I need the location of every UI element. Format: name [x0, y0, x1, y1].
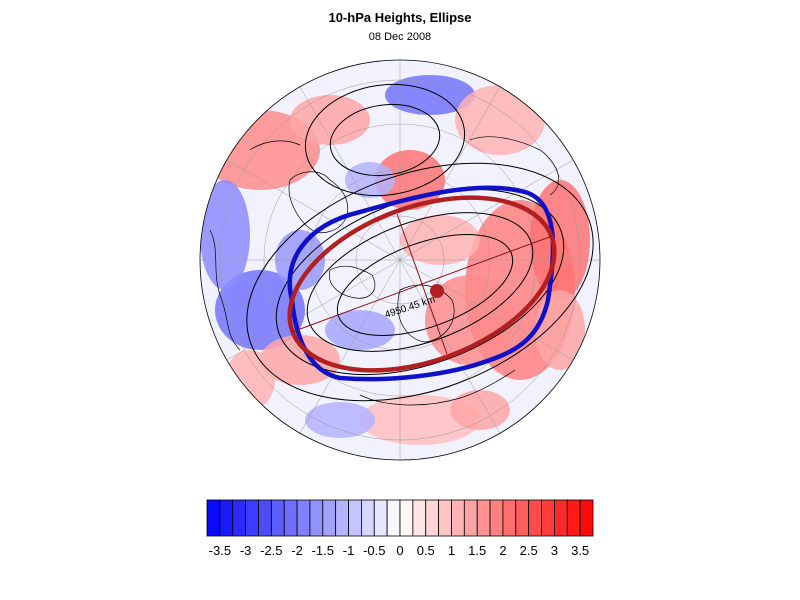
anomaly-patch: [305, 402, 375, 438]
colorbar-tick-label: -2: [291, 543, 303, 558]
anomaly-patch: [260, 335, 340, 385]
polar-map: 4950.45 km: [199, 59, 601, 461]
anomaly-patch: [450, 390, 510, 430]
meridian-line: [399, 259, 574, 361]
colorbar-tick-label: 1: [448, 543, 455, 558]
colorbar-tick-label: 3.5: [571, 543, 589, 558]
meridian-line: [299, 86, 401, 261]
colorbar-bin: [245, 499, 259, 537]
colorbar-tick-label: -1: [343, 543, 355, 558]
colorbar-bin: [232, 499, 247, 537]
colorbar-bin: [425, 499, 440, 537]
meridian-line: [399, 86, 501, 261]
colorbar-bin: [335, 499, 349, 537]
colorbar-bin: [399, 499, 414, 537]
colorbar-bin: [296, 499, 311, 537]
colorbar-bin: [489, 499, 504, 537]
colorbar-bin: [270, 499, 285, 537]
colorbar-tick-label: 1.5: [468, 543, 486, 558]
colorbar-tick-label: 0: [396, 543, 403, 558]
colorbar-tick-label: -2.5: [260, 543, 282, 558]
anomaly-patch: [400, 215, 480, 265]
meridian-line: [226, 259, 401, 361]
anomaly-patch: [290, 95, 370, 145]
colorbar-bin: [258, 499, 272, 537]
meridian-line: [226, 159, 401, 261]
meridian-line: [299, 259, 401, 434]
graticule: [200, 60, 600, 460]
colorbar-bin: [206, 499, 221, 537]
colorbar-bin: [322, 499, 337, 537]
colorbar-bin: [412, 499, 427, 537]
colorbar-tick-label: 2.5: [520, 543, 538, 558]
colorbar-bin: [219, 499, 234, 537]
colorbar-tick-label: -3.5: [209, 543, 231, 558]
colorbar-tick-label: 2: [499, 543, 506, 558]
figure-date: 08 Dec 2008: [368, 31, 432, 43]
anomaly-patch: [200, 180, 250, 290]
colorbar-bin: [386, 499, 401, 537]
figure-title: 10-hPa Heights, Ellipse: [328, 10, 472, 25]
globe-outline: [199, 59, 601, 461]
ellipse-minor-axis: [396, 213, 448, 355]
colorbar-tick-label: -0.5: [363, 543, 385, 558]
colorbar-bin: [528, 499, 542, 537]
colorbar-bin: [541, 499, 555, 537]
colorbar-bin: [463, 499, 478, 537]
colorbar-tick-label: 0.5: [417, 543, 435, 558]
colorbar-bin: [348, 499, 362, 537]
colorbar-bin: [502, 499, 517, 537]
ellipse-centroid: [430, 284, 444, 298]
colorbar-bin: [566, 499, 581, 537]
blue-polar-vortex-contour: [287, 185, 556, 382]
colorbar-bin: [579, 499, 594, 537]
colorbar-bin: [373, 499, 388, 537]
colorbar-bin: [360, 499, 375, 537]
colorbar-tick-label: 3: [551, 543, 558, 558]
colorbar-bin: [554, 499, 568, 537]
anomaly-patch: [360, 395, 480, 445]
colorbar-bin: [438, 499, 452, 537]
colorbar-bin: [515, 499, 530, 537]
colorbar-tick-label: -3: [240, 543, 252, 558]
colorbar-bin: [451, 499, 465, 537]
anomaly-patch: [345, 162, 395, 198]
meridian-line: [399, 259, 501, 434]
fitted-ellipse: [287, 195, 557, 373]
colorbar-bin: [283, 499, 298, 537]
colorbar-bin: [309, 499, 324, 537]
anomaly-patch: [325, 310, 395, 350]
colorbar-tick-label: -1.5: [312, 543, 334, 558]
colorbar-bin: [476, 499, 491, 537]
